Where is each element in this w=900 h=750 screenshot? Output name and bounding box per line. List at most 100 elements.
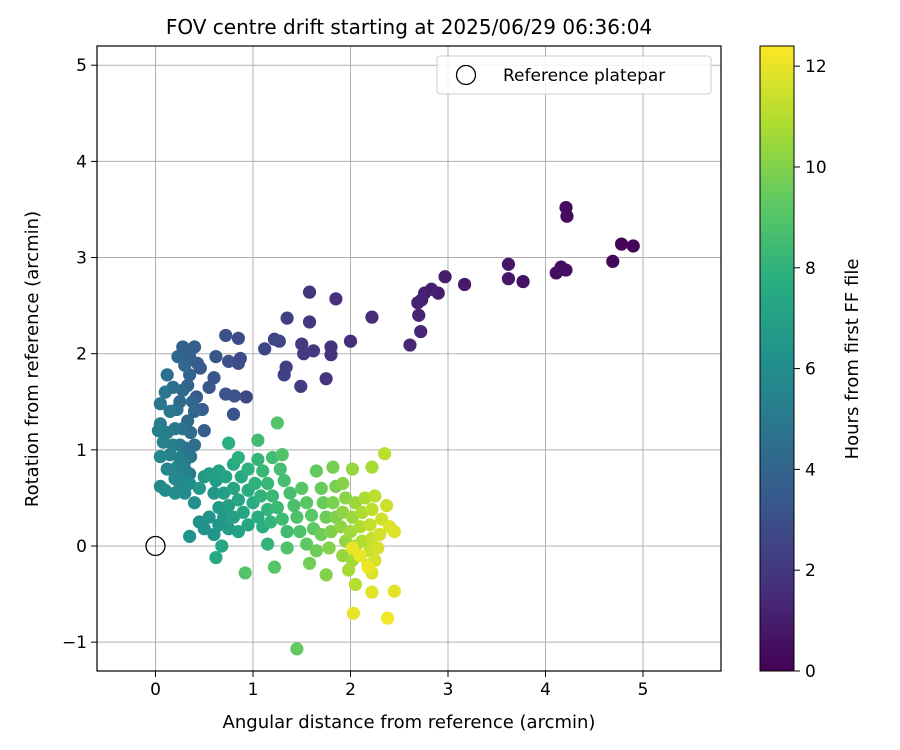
scatter-point [549, 266, 563, 280]
legend-label: Reference platepar [503, 66, 665, 86]
scatter-point [304, 508, 319, 522]
scatter-point [336, 549, 350, 563]
y-tick-label: 2 [76, 345, 87, 365]
scatter-point [241, 462, 255, 476]
scatter-point [226, 481, 241, 495]
scatter-point [178, 358, 192, 372]
scatter-point [300, 496, 314, 510]
scatter-point [293, 524, 307, 539]
scatter-point [270, 500, 284, 515]
scatter-point [280, 524, 294, 539]
scatter-point [197, 424, 211, 438]
scatter-point [614, 237, 629, 251]
scatter-point [343, 334, 358, 348]
scatter-point [215, 539, 229, 553]
scatter-point [368, 489, 382, 503]
x-tick-label: 3 [443, 680, 454, 700]
scatter-point [314, 481, 328, 495]
scatter-point [226, 407, 241, 421]
scatter-point [183, 529, 197, 543]
x-tick-label: 0 [150, 680, 161, 700]
scatter-point [516, 274, 530, 289]
scatter-point [343, 524, 358, 539]
scatter-point [334, 520, 348, 534]
scatter-point [153, 397, 167, 411]
scatter-point [309, 544, 323, 558]
legend-box [436, 55, 712, 95]
scatter-point [202, 380, 216, 394]
scatter-point [158, 385, 172, 399]
scatter-point [411, 296, 425, 310]
scatter-point [380, 611, 395, 625]
scatter-point [207, 486, 221, 500]
scatter-point [219, 470, 233, 484]
scatter-point [254, 489, 268, 503]
scatter-point [265, 489, 280, 503]
scatter-point [560, 209, 574, 223]
scatter-point [501, 272, 516, 286]
scatter-point [316, 496, 330, 510]
scatter-point [153, 449, 167, 464]
colorbar-tick-label: 4 [805, 460, 816, 480]
scatter-point [373, 527, 387, 542]
scatter-point [365, 460, 379, 474]
scatter-point [222, 436, 236, 450]
scatter-point [319, 510, 333, 524]
scatter-point [187, 404, 202, 418]
scatter-point [209, 550, 223, 565]
x-axis-ticks: 0 1 2 3 4 5 [150, 671, 648, 700]
scatter-point [345, 510, 360, 524]
scatter-point [261, 476, 275, 491]
legend[interactable]: Reference platepar [436, 55, 712, 95]
scatter-point [263, 515, 278, 529]
scatter-point [300, 537, 314, 551]
y-tick-label: 5 [76, 56, 87, 76]
colorbar-ticks: 0 2 4 6 8 10 12 [794, 57, 827, 682]
scatter-point [309, 464, 323, 478]
scatter-point [348, 496, 362, 510]
plot-frame [96, 45, 722, 672]
scatter-point [348, 577, 362, 592]
scatter-point [339, 491, 353, 505]
scatter-point [219, 328, 233, 343]
scatter-point [156, 435, 170, 449]
scatter-point [227, 389, 242, 403]
scatter-point [387, 584, 401, 598]
scatter-point [283, 486, 297, 500]
scatter-point [217, 486, 231, 500]
scatter-point [163, 404, 177, 418]
scatter-point [270, 416, 284, 430]
y-tick-label: 0 [76, 537, 87, 557]
colorbar-tick-label: 2 [805, 561, 816, 581]
scatter-point [251, 433, 265, 447]
scatter-point [241, 518, 255, 532]
scatter-point [326, 460, 340, 474]
scatter-point [361, 560, 375, 574]
scatter-point [231, 331, 245, 345]
scatter-point [336, 476, 350, 491]
scatter-point [168, 486, 182, 500]
scatter-point [222, 499, 236, 513]
scatter-point [341, 563, 356, 577]
scatter-point [412, 308, 426, 322]
scatter-point [324, 348, 338, 362]
scatter-point [267, 560, 282, 574]
colorbar-tick-label: 8 [805, 259, 816, 279]
scatter-point [365, 585, 379, 599]
scatter-point [371, 541, 385, 555]
scatter-point [277, 474, 291, 488]
scatter-point [365, 310, 379, 324]
scatter-point [387, 524, 401, 539]
colorbar-tick-label: 6 [805, 360, 816, 380]
x-axis-label: Angular distance from reference (arcmin) [223, 712, 596, 733]
scatter-point [222, 354, 236, 368]
scatter-point [160, 462, 174, 476]
legend-marker-icon [455, 64, 477, 86]
scatter-point [160, 368, 174, 382]
reference-platepar-marker [145, 535, 166, 557]
scatter-point [273, 462, 287, 476]
scatter-point [378, 447, 392, 461]
colorbar-tick-label: 12 [805, 57, 827, 77]
